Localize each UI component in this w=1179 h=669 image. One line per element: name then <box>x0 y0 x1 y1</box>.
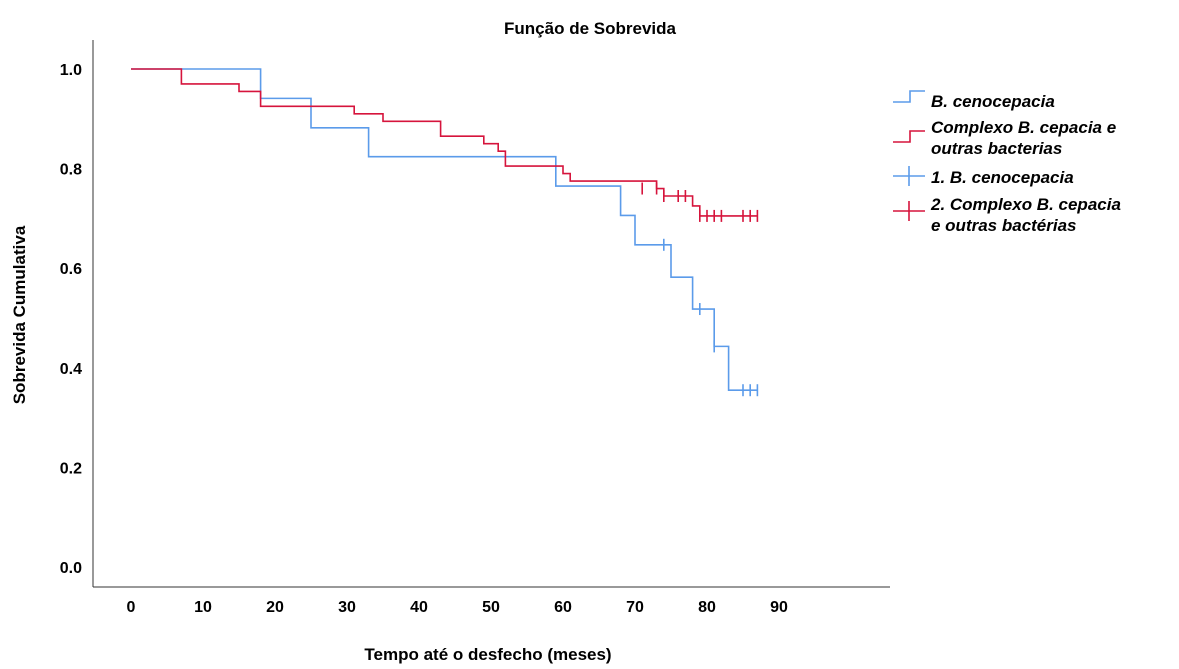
x-tick-label: 70 <box>626 599 644 616</box>
legend-label: Complexo B. cepacia e <box>931 118 1116 137</box>
legend: B. cenocepacia Complexo B. cepacia e outra… <box>893 90 1121 235</box>
x-axis-label: Tempo até o desfecho (meses) <box>364 645 611 664</box>
legend-label: 1. B. cenocepacia <box>931 168 1074 187</box>
y-tick-label: 0.2 <box>60 460 82 477</box>
survival-curve-1 <box>131 68 758 392</box>
plot-area <box>131 68 759 397</box>
legend-label: outras bacterias <box>931 139 1062 158</box>
x-tick-label: 80 <box>698 599 716 616</box>
x-tick-label: 40 <box>410 599 428 616</box>
axis-ticks: 0 10 20 30 40 50 60 70 80 90 0.0 0.2 0.4 0.6 0.8 1.0 <box>60 62 788 616</box>
y-tick-label: 1.0 <box>60 62 82 79</box>
x-tick-label: 60 <box>554 599 572 616</box>
x-tick-label: 90 <box>770 599 788 616</box>
x-tick-label: 0 <box>127 599 136 616</box>
y-tick-label: 0.6 <box>60 261 82 278</box>
legend-label: e outras bactérias <box>931 216 1077 235</box>
y-tick-label: 0.8 <box>60 162 82 179</box>
legend-label: 2. Complexo B. cepacia <box>930 195 1121 214</box>
y-tick-label: 0.0 <box>60 560 82 577</box>
x-tick-label: 10 <box>194 599 212 616</box>
legend-step-swatch <box>893 90 925 103</box>
y-axis-label: Sobrevida Cumulativa <box>10 225 29 404</box>
y-tick-label: 0.4 <box>60 361 82 378</box>
legend-step-swatch <box>893 130 925 143</box>
x-tick-label: 50 <box>482 599 500 616</box>
x-tick-label: 20 <box>266 599 284 616</box>
chart-title: Função de Sobrevida <box>504 19 676 38</box>
legend-label: B. cenocepacia <box>931 92 1055 111</box>
x-tick-label: 30 <box>338 599 356 616</box>
